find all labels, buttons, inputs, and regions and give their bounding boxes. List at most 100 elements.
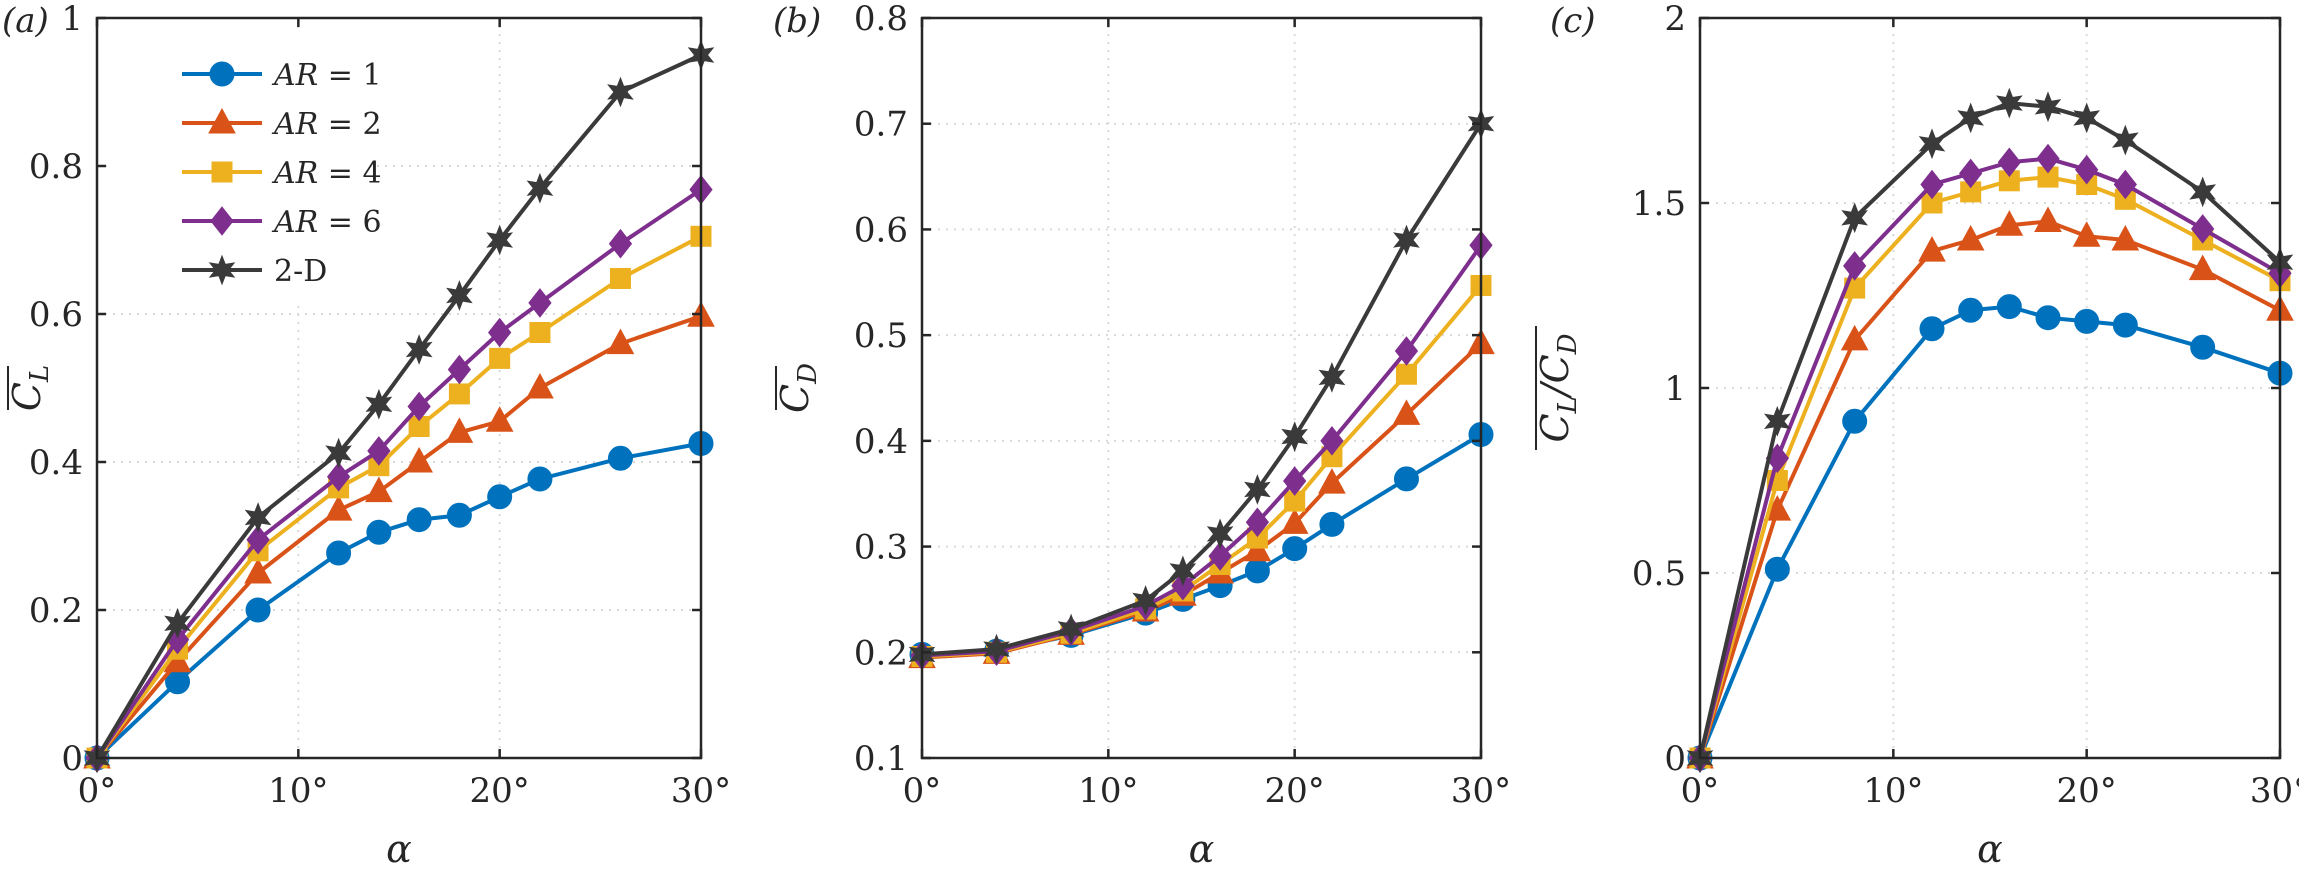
y-tick-label: 1 (61, 0, 83, 39)
legend-label-rest: = 6 (318, 205, 381, 240)
series-line-2d (921, 122, 1483, 657)
x-tick-label: 30° (2250, 771, 2299, 811)
y-tick-label: 0.5 (854, 316, 908, 356)
data-point-2d (1764, 405, 1791, 437)
y-label-sub: D (793, 363, 823, 385)
data-point-ar-6 (1283, 466, 1307, 496)
data-point-ar-1 (2190, 334, 2216, 360)
data-point-ar-6 (1959, 158, 1983, 189)
x-tick-label: 10° (268, 771, 328, 811)
data-point-ar-6 (2036, 143, 2060, 174)
data-point-ar-2 (2111, 224, 2140, 251)
data-point-2d (405, 334, 433, 365)
data-point-ar-2 (2188, 254, 2217, 281)
data-point-ar-1 (1764, 556, 1790, 582)
data-point-ar-6 (1208, 541, 1232, 571)
data-point-ar-6 (1320, 426, 1344, 456)
data-point-ar-6 (367, 436, 391, 466)
data-point-2d (446, 280, 473, 311)
x-axis-label: α (386, 827, 412, 871)
data-point-ar-2 (324, 495, 353, 521)
data-point-ar-1 (1319, 511, 1345, 537)
data-point-2d (365, 388, 393, 420)
data-point-ar-6 (1920, 169, 1944, 200)
data-point-2d (1957, 102, 1984, 134)
legend-label-2d: 2-D (274, 254, 327, 289)
x-tick-label: 10° (1863, 771, 1923, 811)
data-point-ar-2 (606, 328, 635, 355)
data-point-ar-1 (487, 484, 513, 510)
y-tick-label: 0 (61, 739, 83, 779)
data-point-ar-1 (527, 466, 553, 492)
data-point-2d (1206, 518, 1234, 550)
data-point-ar-2 (365, 476, 393, 503)
y-axis-label-text: CL (5, 365, 55, 411)
series-line-ar-1 (95, 441, 702, 760)
y-tick-label: 0.4 (854, 422, 908, 462)
x-tick-label: 20° (2057, 771, 2117, 811)
y-tick-label: 0 (1664, 739, 1686, 779)
data-point-ar-6 (608, 228, 633, 259)
x-axis-label: α (1977, 827, 2003, 871)
x-tick-label: 0° (903, 771, 942, 811)
data-point-ar-1 (366, 519, 392, 545)
data-point-ar-6 (1245, 507, 1270, 538)
x-tick-label: 20° (470, 771, 530, 811)
data-point-ar-1 (1996, 294, 2022, 320)
data-point-ar-4 (529, 322, 551, 343)
data-point-ar-2 (1280, 508, 1309, 534)
x-tick-label: 10° (1078, 771, 1138, 811)
data-point-ar-1 (1393, 466, 1419, 492)
legend-marker-ar-6 (210, 206, 234, 236)
data-point-2d (325, 437, 352, 469)
y-tick-label: 0.4 (29, 443, 83, 483)
legend-label-base: AR (271, 156, 318, 191)
series-line-ar-1 (1698, 304, 2281, 759)
data-point-ar-2 (1995, 210, 2024, 236)
x-axis-label: α (1189, 827, 1215, 871)
data-point-ar-2 (485, 406, 514, 432)
data-point-ar-1 (1919, 316, 1945, 342)
data-point-ar-1 (406, 507, 432, 533)
data-point-2d (983, 633, 1010, 665)
data-point-2d (607, 76, 634, 108)
data-point-2d (526, 172, 554, 204)
legend-marker-ar-2 (208, 107, 236, 134)
data-point-ar-1 (446, 502, 472, 528)
data-point-ar-6 (1843, 251, 1867, 281)
y-tick-label: 0.3 (854, 528, 908, 568)
data-point-ar-2 (1243, 535, 1272, 562)
legend-label-rest: = 1 (318, 58, 381, 93)
panel-b: 0° 10° 20° 30° 0.1 0.2 0.3 0.4 0.5 0.6 0.7 0.8 (b) α C… (773, 0, 1511, 871)
legend-label-base: AR (271, 205, 318, 240)
data-point-2d (1918, 128, 1946, 160)
data-point-ar-2 (1956, 224, 1985, 251)
data-point-ar-2 (405, 446, 433, 473)
x-tick-label: 20° (1265, 771, 1325, 811)
data-point-2d (1281, 421, 1308, 452)
data-point-ar-6 (447, 354, 472, 385)
data-point-ar-2 (1318, 468, 1346, 494)
legend-label-base: AR (271, 58, 318, 93)
data-point-2d (1996, 87, 2023, 119)
panel-label: (b) (773, 1, 821, 41)
y-tick-label: 0.1 (854, 739, 908, 779)
y-tick-label: 0.2 (29, 591, 83, 631)
data-point-ar-4 (609, 267, 631, 289)
legend-label-base: AR (271, 107, 318, 142)
data-point-ar-2 (1840, 324, 1869, 351)
data-point-2d (2189, 176, 2216, 208)
data-point-ar-6 (1997, 147, 2021, 178)
data-point-ar-1 (2035, 305, 2061, 331)
data-point-2d (1841, 202, 1868, 234)
y-tick-label: 0.2 (854, 633, 908, 673)
data-point-ar-4 (1395, 363, 1417, 385)
data-point-2d (1132, 585, 1159, 616)
legend-label-rest: = 2 (318, 107, 381, 142)
data-point-ar-1 (245, 597, 271, 623)
y-label-sub: L (1553, 396, 1583, 414)
data-point-ar-1 (1842, 408, 1868, 434)
data-point-2d (2073, 102, 2100, 134)
y-axis-label-text: CL/CD (1533, 333, 1583, 442)
